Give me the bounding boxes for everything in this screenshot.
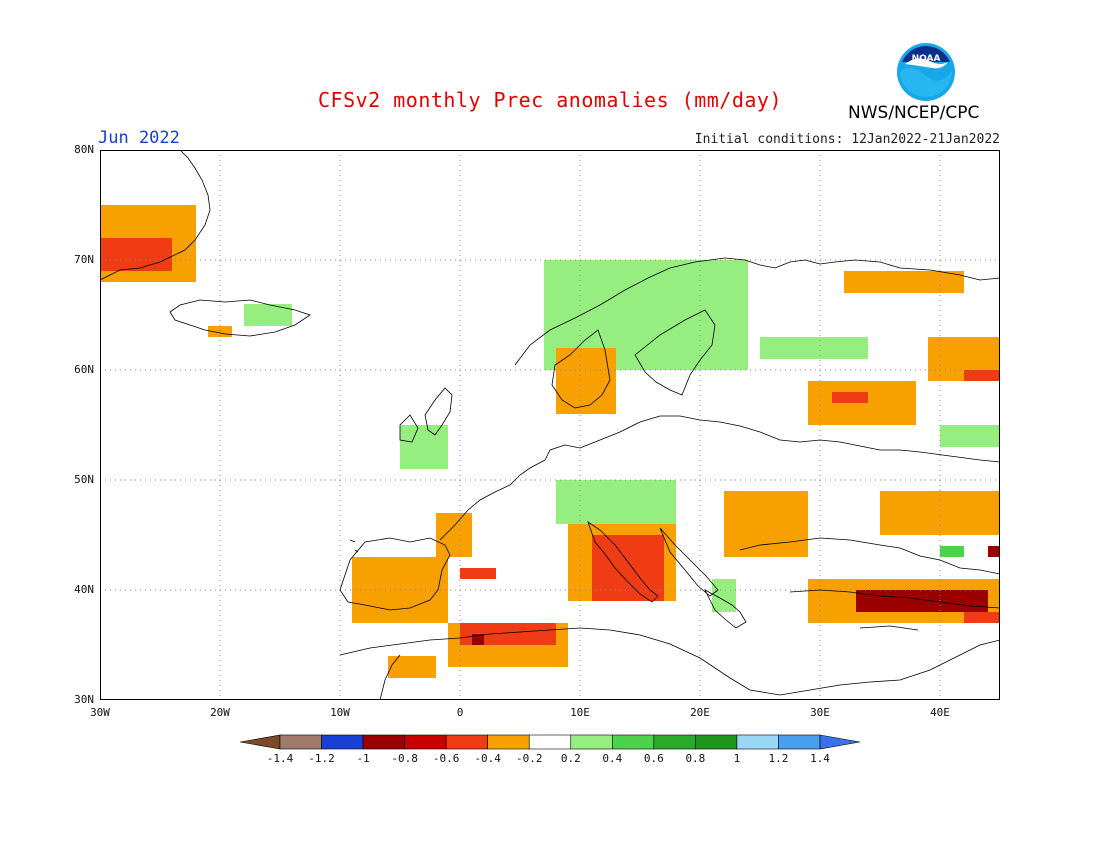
longitude-label: 10W [330, 706, 350, 719]
colorbar-swatch [612, 734, 655, 750]
longitude-label: 30E [810, 706, 830, 719]
colorbar-label: -0.4 [474, 752, 501, 765]
anomaly-region-19 [436, 513, 472, 557]
anomaly-region-31 [724, 491, 808, 557]
precipitation-anomaly-map [100, 150, 1000, 700]
map-title: CFSv2 monthly Prec anomalies (mm/day) [317, 88, 783, 112]
organization-label: NWS/NCEP/CPC [848, 103, 980, 123]
anomaly-region-29 [400, 425, 448, 469]
anomaly-region-16 [856, 590, 988, 612]
colorbar-label: 1.4 [810, 752, 830, 765]
colorbar-label: 0.8 [685, 752, 706, 765]
colorbar-swatch [736, 734, 779, 750]
colorbar-swatch [404, 734, 447, 750]
valid-month-label: Jun 2022 [98, 128, 180, 148]
anomaly-region-13 [940, 546, 964, 557]
anomaly-region-14 [988, 546, 1000, 557]
anomaly-region-11 [940, 425, 1000, 447]
colorbar-swatch [528, 734, 572, 750]
colorbar-label: 0.6 [643, 752, 664, 765]
colorbar-label: -1 [356, 752, 370, 765]
anomaly-region-3 [208, 326, 232, 337]
colorbar-swatch [819, 734, 860, 750]
latitude-label: 80N [74, 143, 94, 156]
anomaly-region-6 [760, 337, 868, 359]
anomaly-region-24 [388, 656, 436, 678]
colorbar-swatch [279, 734, 322, 750]
colorbar-swatch [321, 734, 364, 750]
latitude-label: 60N [74, 363, 94, 376]
colorbar [240, 734, 860, 750]
colorbar-label: -1.4 [266, 752, 294, 765]
graticule [100, 150, 1000, 700]
longitude-label: 20E [690, 706, 710, 719]
longitude-label: 30W [90, 706, 110, 719]
colorbar-swatch [695, 734, 738, 750]
colorbar-swatch [362, 734, 405, 750]
anomaly-region-28 [556, 480, 676, 524]
colorbar-label: 0.2 [560, 752, 581, 765]
anomaly-layer [100, 205, 1000, 678]
anomaly-region-12 [880, 491, 1000, 535]
initial-conditions-label: Initial conditions: 12Jan2022-21Jan2022 [694, 132, 1000, 147]
colorbar-label: 1 [733, 752, 741, 765]
latitude-label: 50N [74, 473, 94, 486]
colorbar-swatch [778, 734, 821, 750]
anomaly-region-26 [592, 535, 664, 601]
anomaly-region-30 [556, 348, 616, 414]
longitude-label: 0 [456, 706, 464, 719]
longitude-label: 40E [930, 706, 950, 719]
latitude-label: 70N [74, 253, 94, 266]
colorbar-swatch [240, 734, 281, 750]
noaa-logo: NOAA [897, 43, 955, 101]
anomaly-region-20 [460, 568, 496, 579]
colorbar-label: -1.2 [308, 752, 335, 765]
anomaly-region-5 [844, 271, 964, 293]
latitude-label: 30N [74, 693, 94, 706]
anomaly-region-1 [100, 238, 172, 271]
anomaly-region-17 [964, 612, 1000, 623]
colorbar-label: -0.8 [391, 752, 418, 765]
latitude-label: 40N [74, 583, 94, 596]
colorbar-label: 1.2 [768, 752, 789, 765]
colorbar-swatch [653, 734, 696, 750]
colorbar-swatch [570, 734, 613, 750]
colorbar-label: -0.6 [432, 752, 460, 765]
colorbar-label: -0.2 [515, 752, 543, 765]
anomaly-region-23 [472, 634, 484, 645]
colorbar-swatch [487, 734, 530, 750]
anomaly-region-2 [244, 304, 292, 326]
longitude-label: 20W [210, 706, 230, 719]
longitude-label: 10E [570, 706, 590, 719]
coastlines [100, 150, 1000, 700]
colorbar-swatch [445, 734, 488, 750]
anomaly-region-8 [832, 392, 868, 403]
noaa-logo-text: NOAA [912, 54, 941, 64]
anomaly-region-10 [964, 370, 1000, 381]
colorbar-label: 0.4 [602, 752, 623, 765]
